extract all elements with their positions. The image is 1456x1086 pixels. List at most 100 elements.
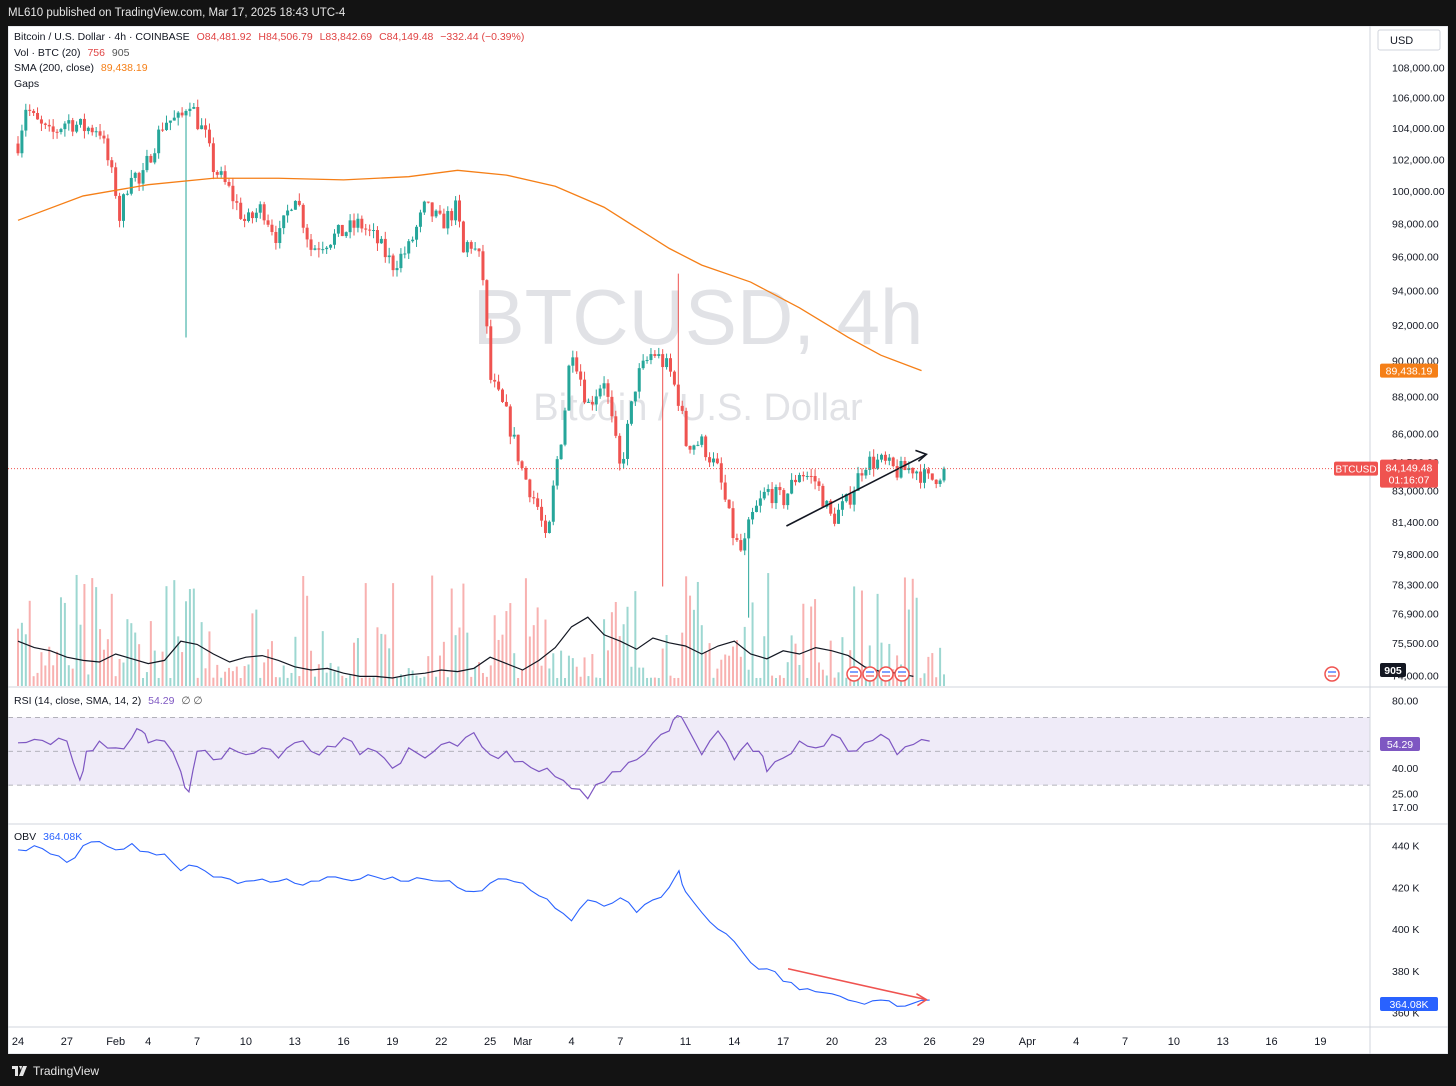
candle-body [942, 468, 946, 481]
volume-bar [282, 665, 285, 686]
volume-bar [517, 677, 520, 686]
candle-body [36, 112, 40, 120]
volume-bar [313, 676, 316, 686]
candle-body [383, 238, 387, 258]
candle-body [618, 435, 622, 464]
volume-bar [689, 595, 692, 686]
candle-body [481, 251, 485, 281]
candle-body [856, 473, 860, 491]
rsi-tick-label: 40.00 [1392, 763, 1418, 775]
candle-body [719, 463, 723, 483]
candle-body [407, 241, 411, 254]
legend-symbol[interactable]: Bitcoin / U.S. Dollar · 4h · COINBASE [14, 31, 190, 43]
legend-low: L83,842.69 [319, 31, 373, 43]
volume-bar [610, 612, 613, 686]
volume-bar [353, 642, 356, 686]
volume-bar [587, 676, 590, 686]
obv-tick-label: 400 K [1392, 924, 1419, 936]
legend-rsi[interactable]: RSI (14, close, SMA, 14, 2) 54.29 ∅ ∅ [14, 695, 207, 707]
volume-bar [720, 659, 723, 686]
time-tick-label: 24 [12, 1036, 24, 1048]
candle-body [344, 232, 348, 237]
volume-value-box [1380, 663, 1406, 677]
candle-body [372, 230, 376, 232]
candle-body [563, 410, 567, 445]
legend-volume[interactable]: Vol · BTC (20) 756 905 [14, 47, 133, 59]
candle-body [704, 436, 708, 458]
volume-bar [821, 669, 824, 686]
candle-body [895, 466, 899, 478]
candle-body [125, 193, 129, 195]
candle-body [735, 538, 739, 541]
volume-value-label: 905 [1384, 665, 1402, 677]
rsi-tick-label: 25.00 [1392, 789, 1418, 801]
legend-main[interactable]: Bitcoin / U.S. Dollar · 4h · COINBASE O8… [14, 31, 528, 43]
candle-body [399, 253, 403, 269]
volume-bar [474, 666, 477, 686]
volume-bar [825, 675, 828, 686]
volume-bar [142, 677, 145, 686]
volume-bar [403, 676, 406, 686]
volume-bar [614, 601, 617, 686]
legend-rsi-extra: ∅ ∅ [181, 695, 203, 707]
volume-bar [376, 627, 379, 686]
volume-bar [298, 676, 301, 686]
volume-bar [169, 677, 172, 686]
legend-change: −332.44 (−0.39%) [440, 31, 525, 43]
volume-bar [274, 677, 277, 686]
volume-bar [626, 606, 629, 686]
chart-canvas[interactable]: BTCUSD, 4h Bitcoin / U.S. Dollar USD 108,0… [8, 26, 1448, 1054]
candle-body [239, 202, 243, 219]
legend-gaps[interactable]: Gaps [14, 78, 40, 90]
candle-body [641, 360, 645, 369]
candle-body [98, 131, 102, 136]
candle-body [739, 540, 743, 551]
legend-obv[interactable]: OBV 364.08K [14, 831, 86, 843]
volume-bar [528, 636, 531, 686]
volume-bar [466, 632, 469, 686]
candle-body [254, 212, 258, 219]
candle-body [86, 127, 90, 132]
candle-body [649, 354, 653, 361]
volume-bar [579, 676, 582, 686]
volume-bar [911, 578, 914, 686]
volume-bar [704, 651, 707, 686]
candle-body [485, 280, 489, 327]
time-tick-label: 13 [1217, 1036, 1229, 1048]
candle-body [172, 117, 176, 121]
candle-body [465, 242, 469, 253]
volume-bar [489, 665, 492, 686]
candle-body [586, 401, 590, 403]
volume-bar [149, 621, 152, 686]
candle-body [473, 248, 477, 250]
economic-event-icon [878, 666, 894, 682]
volume-bar [931, 653, 934, 686]
volume-bar [216, 664, 219, 686]
volume-bar [505, 611, 508, 686]
volume-bar [653, 677, 656, 686]
candle-body [848, 494, 852, 505]
chart-frame[interactable]: BTCUSD, 4h Bitcoin / U.S. Dollar USD 108,0… [8, 26, 1448, 1054]
volume-bar [642, 667, 645, 686]
volume-bar [231, 671, 234, 686]
volume-bar [306, 595, 309, 686]
volume-bar [732, 646, 735, 686]
volume-bar [333, 671, 336, 686]
candle-body [200, 125, 204, 130]
volume-bar [751, 602, 754, 686]
volume-bar [837, 672, 840, 686]
candle-body [817, 481, 821, 486]
candle-body [868, 456, 872, 470]
legend-sma-value: 89,438.19 [100, 62, 148, 74]
volume-bar [771, 675, 774, 686]
legend-sma[interactable]: SMA (200, close) 89,438.19 [14, 62, 152, 74]
candle-body [751, 511, 755, 520]
legend-obv-label: OBV [14, 831, 37, 843]
candle-body [375, 230, 379, 244]
volume-bar [56, 651, 59, 686]
candle-body [500, 389, 504, 402]
rsi-tick-label: 17.00 [1392, 802, 1418, 814]
candle-body [590, 401, 594, 405]
volume-bar [692, 609, 695, 686]
volume-bar [536, 607, 539, 686]
